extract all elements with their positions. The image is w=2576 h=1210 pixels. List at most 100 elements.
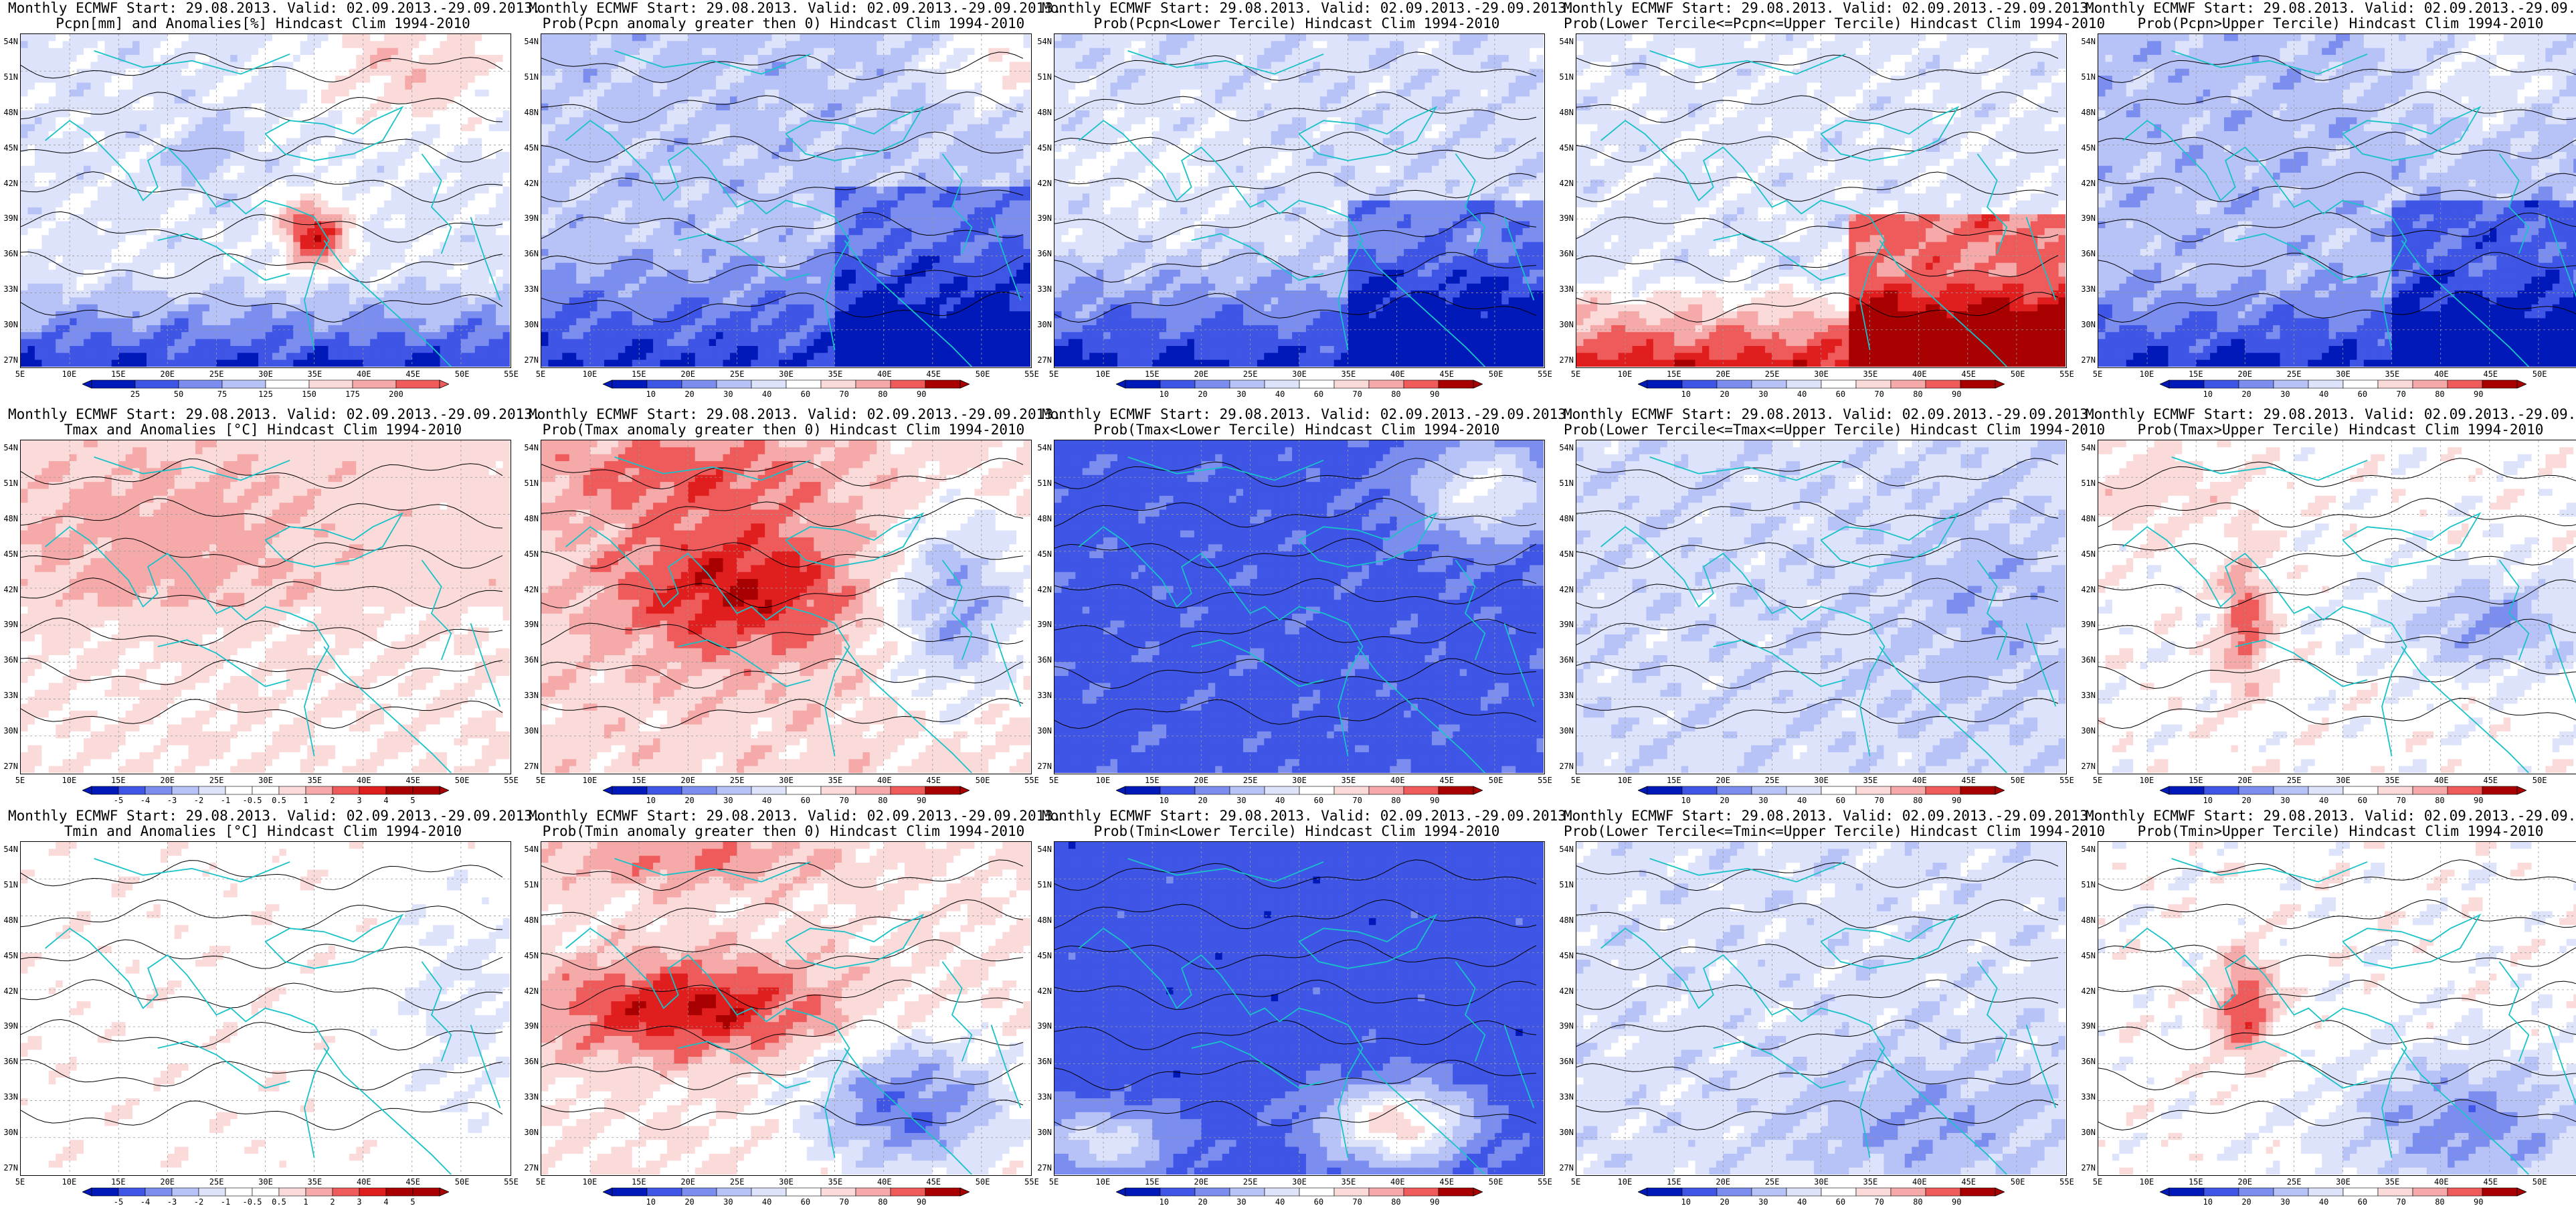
field-cell	[503, 48, 510, 56]
field-cell	[475, 214, 482, 222]
field-cell	[118, 276, 126, 284]
field-cell	[681, 138, 688, 145]
field-cell	[716, 173, 723, 180]
field-cell	[440, 131, 448, 139]
field-cell	[77, 117, 84, 124]
field-cell	[933, 34, 940, 41]
field-cell	[398, 166, 405, 173]
field-cell	[953, 34, 961, 41]
field-cell	[800, 62, 807, 69]
field-cell	[744, 124, 751, 132]
field-cell	[898, 82, 905, 90]
field-cell	[405, 117, 412, 124]
field-cell	[293, 96, 300, 104]
field-cell	[335, 69, 343, 76]
field-cell	[209, 41, 217, 48]
field-cell	[321, 96, 329, 104]
field-cell	[996, 41, 1003, 48]
field-cell	[321, 41, 329, 48]
field-cell	[126, 339, 133, 347]
field-cell	[286, 90, 294, 97]
field-cell	[947, 166, 954, 173]
field-cell	[244, 173, 252, 180]
field-cell	[862, 41, 870, 48]
field-cell	[56, 187, 63, 194]
field-cell	[461, 55, 468, 62]
field-cell	[461, 311, 468, 319]
field-cell	[870, 34, 877, 41]
field-cell	[503, 249, 510, 256]
field-cell	[391, 201, 398, 208]
field-cell	[140, 353, 147, 360]
field-cell	[737, 104, 744, 111]
field-cell	[21, 131, 28, 139]
field-cell	[349, 201, 357, 208]
field-cell	[433, 90, 440, 97]
field-cell	[496, 55, 503, 62]
field-cell	[674, 145, 681, 153]
field-cell	[884, 152, 891, 159]
field-cell	[751, 34, 758, 41]
field-cell	[814, 124, 821, 132]
field-cell	[56, 339, 63, 347]
field-cell	[293, 346, 300, 353]
field-cell	[84, 339, 91, 347]
field-cell	[370, 325, 377, 333]
field-cell	[77, 284, 84, 291]
field-cell	[489, 173, 496, 180]
field-cell	[835, 48, 842, 56]
field-cell	[723, 48, 731, 56]
field-cell	[688, 34, 695, 41]
field-cell	[167, 166, 175, 173]
field-cell	[709, 131, 717, 139]
field-cell	[426, 173, 434, 180]
field-cell	[216, 34, 223, 41]
field-cell	[384, 117, 391, 124]
field-cell	[503, 173, 510, 180]
field-cell	[147, 214, 154, 222]
field-cell	[583, 131, 591, 139]
field-cell	[604, 41, 612, 48]
field-cell	[412, 284, 420, 291]
field-cell	[272, 284, 280, 291]
field-cell	[90, 62, 98, 69]
field-cell	[153, 69, 161, 76]
field-cell	[35, 41, 42, 48]
field-cell	[793, 96, 800, 104]
field-cell	[496, 69, 503, 76]
field-cell	[412, 187, 420, 194]
field-cell	[377, 319, 385, 326]
field-cell	[63, 256, 70, 263]
field-cell	[1024, 82, 1030, 90]
field-cell	[140, 173, 147, 180]
field-cell	[618, 90, 626, 97]
field-cell	[583, 76, 591, 83]
field-cell	[328, 339, 335, 347]
field-cell	[503, 41, 510, 48]
field-cell	[405, 131, 412, 139]
field-cell	[786, 90, 794, 97]
field-cell	[911, 55, 919, 62]
field-cell	[489, 104, 496, 111]
field-cell	[286, 353, 294, 360]
field-cell	[821, 96, 828, 104]
field-cell	[175, 117, 182, 124]
field-cell	[611, 117, 618, 124]
field-cell	[112, 201, 119, 208]
field-cell	[153, 110, 161, 118]
field-cell	[98, 319, 105, 326]
field-cell	[905, 55, 912, 62]
field-cell	[293, 311, 300, 319]
field-cell	[576, 145, 583, 153]
field-cell	[342, 90, 349, 97]
field-cell	[377, 201, 385, 208]
field-cell	[475, 353, 482, 360]
field-cell	[189, 297, 196, 305]
field-cell	[132, 325, 140, 333]
field-cell	[195, 76, 203, 83]
field-cell	[391, 339, 398, 347]
field-cell	[370, 34, 377, 41]
field-cell	[730, 76, 737, 83]
field-cell	[223, 82, 231, 90]
field-cell	[56, 305, 63, 312]
